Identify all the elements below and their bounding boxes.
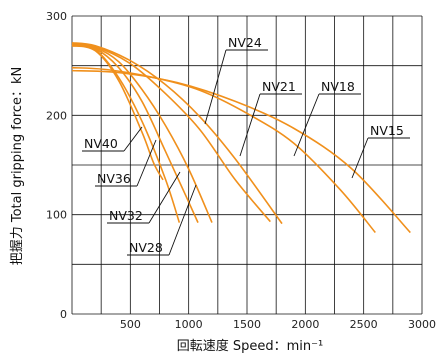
series-label-nv24: NV24 [228,35,262,50]
curve-nv24 [71,43,271,223]
leader-line [136,139,157,187]
curve-nv32 [71,44,199,223]
leader-line [168,184,197,256]
curve-nv28 [71,44,213,223]
leader-line [293,93,320,157]
leader-line [148,171,181,224]
leader-line [123,126,143,152]
x-axis-label: 回転速度 Speed：min⁻¹ [177,338,323,354]
y-tick-label: 100 [46,209,67,222]
series-label-nv28: NV28 [129,240,163,255]
tick-labels: 500 1000 1500 2000 2500 3000 0 100 200 300 [46,10,436,331]
x-tick-label: 500 [120,318,141,331]
leader-line [204,49,227,125]
leader-line [351,137,369,179]
x-tick-label: 1000 [175,318,203,331]
series-label-nv15: NV15 [370,123,404,138]
x-tick-label: 2500 [350,318,378,331]
series-label-nv36: NV36 [97,171,131,186]
curve-nv40 [71,45,164,181]
curve-nv18 [71,66,376,234]
series-label-nv18: NV18 [321,79,355,94]
x-tick-label: 1500 [233,318,261,331]
leader-lines [82,49,410,256]
y-axis-label: 把握力 Total gripping force：kN [10,67,25,266]
y-tick-label: 300 [46,10,67,23]
series-labels: NV40 NV36 NV32 NV28 NV24 NV21 NV18 NV15 [84,35,404,255]
x-tick-label: 3000 [408,318,436,331]
grid [71,15,423,315]
series-label-nv40: NV40 [84,136,118,151]
leader-line [239,93,261,157]
series-label-nv32: NV32 [109,208,143,223]
curve-nv21 [71,42,283,225]
series-label-nv21: NV21 [262,79,296,94]
curves [71,42,411,234]
x-tick-label: 2000 [291,318,319,331]
curve-nv15 [71,69,411,234]
y-tick-label: 0 [60,308,67,321]
y-tick-label: 200 [46,109,67,122]
